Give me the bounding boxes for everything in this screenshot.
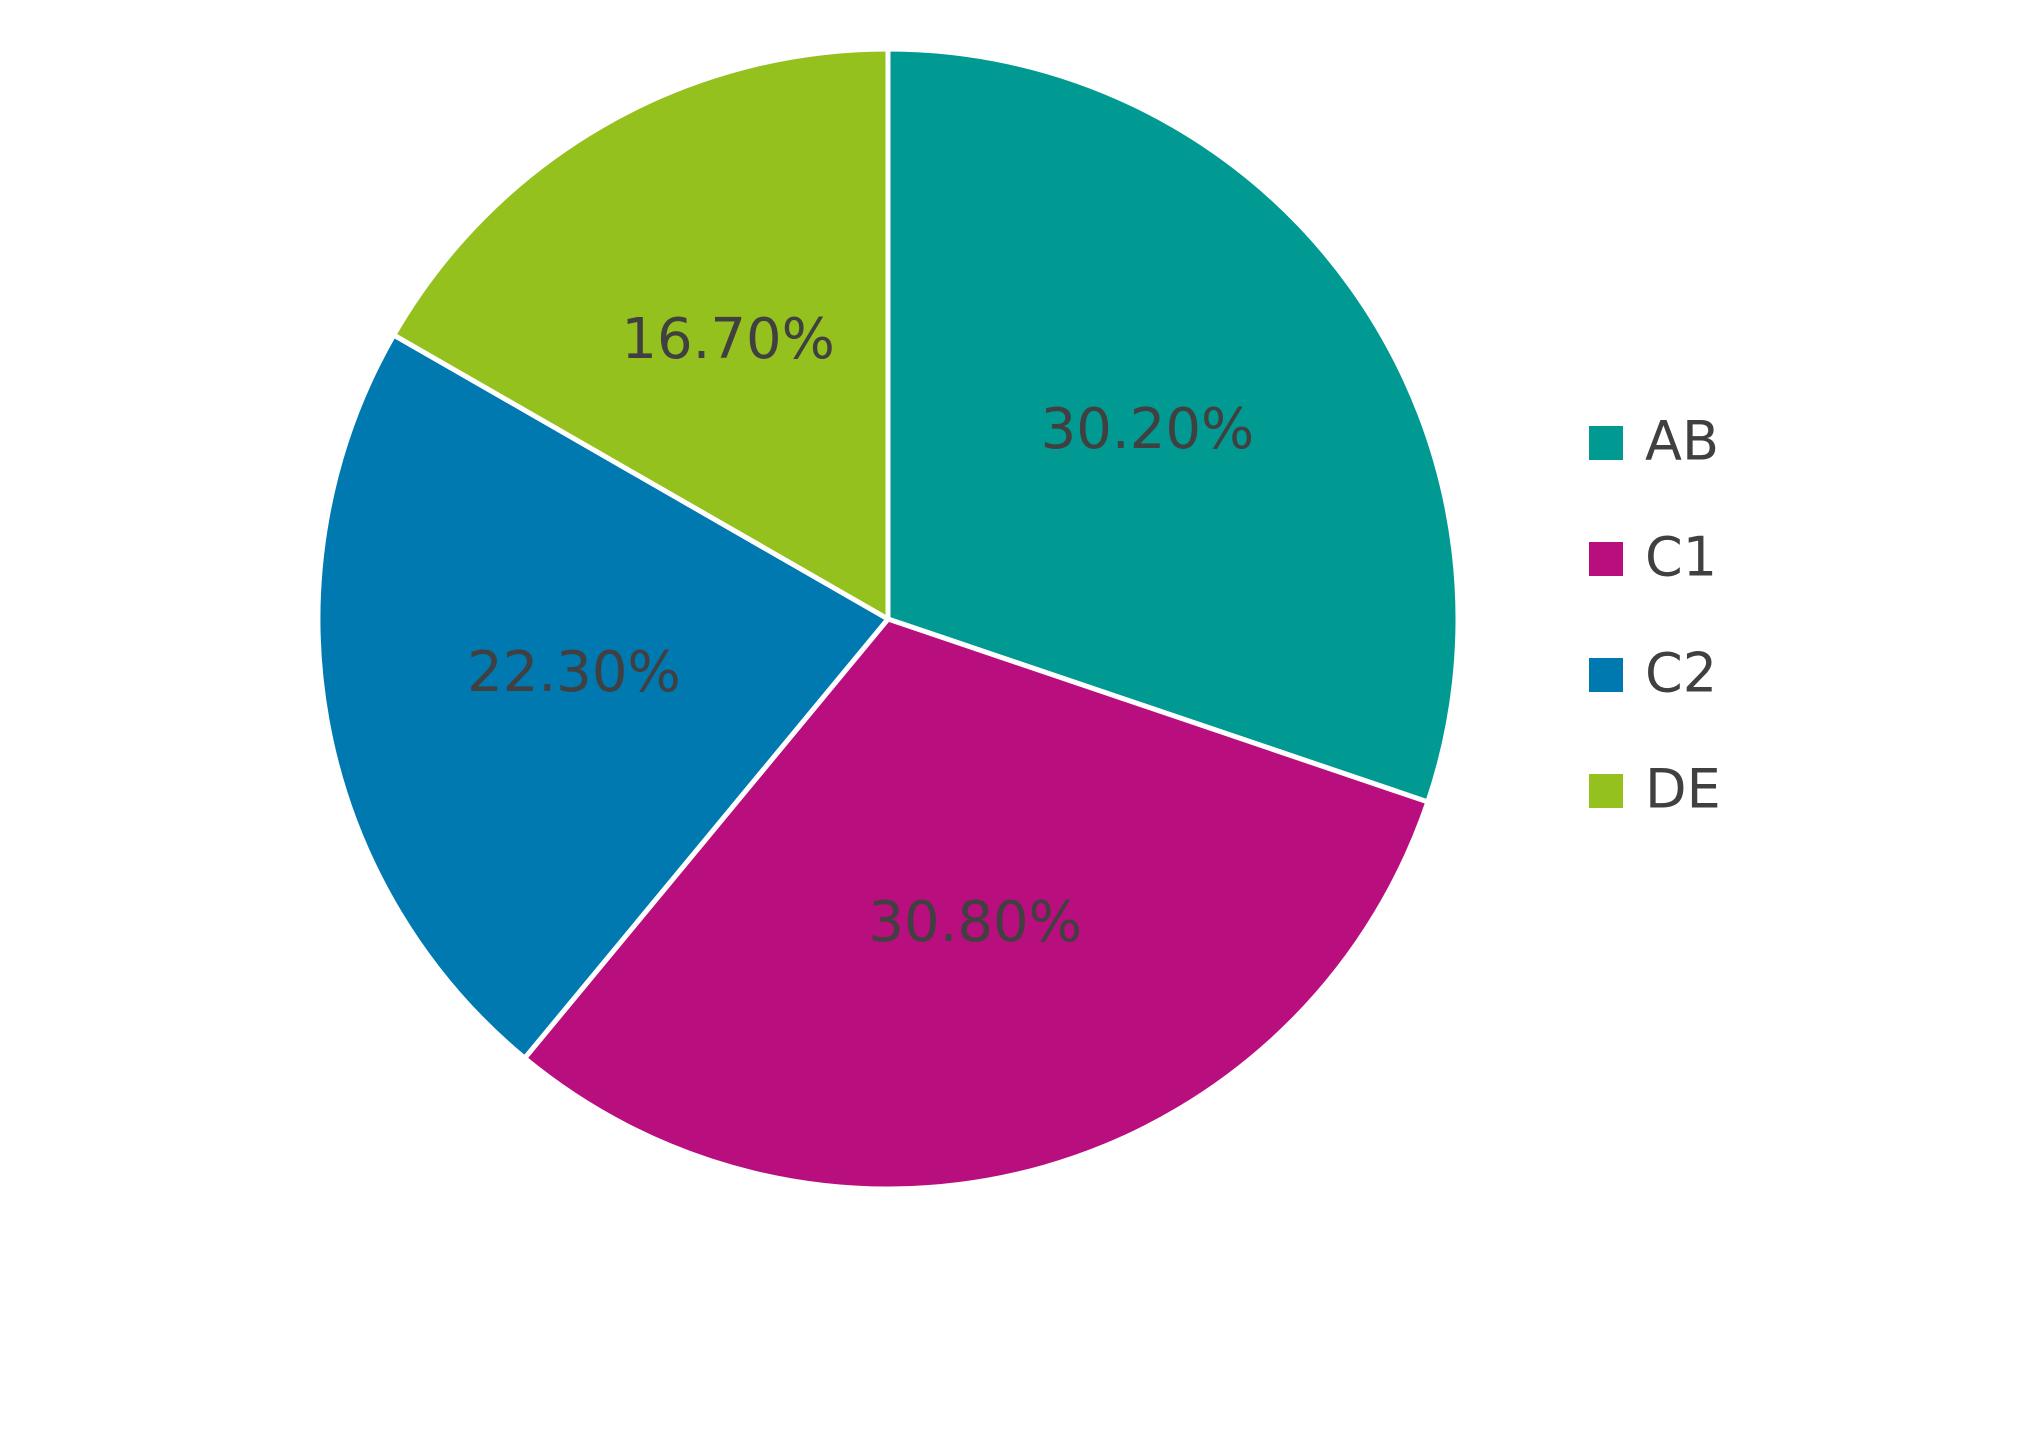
legend-swatch (1589, 658, 1623, 692)
legend-label: C1 (1645, 526, 1717, 589)
data-label: 22.30% (467, 640, 681, 705)
legend-label: AB (1645, 410, 1719, 473)
pie-slice (885, 46, 1461, 805)
legend-swatch (1589, 426, 1623, 460)
data-label: 16.70% (621, 307, 835, 372)
data-label: 30.80% (868, 890, 1082, 955)
pie-slice (391, 46, 891, 622)
legend-swatch (1589, 774, 1623, 808)
pie-slice (315, 332, 891, 1061)
pie-slice (522, 616, 1431, 1192)
legend-label: DE (1645, 758, 1721, 821)
legend-swatch (1589, 542, 1623, 576)
data-label: 30.20% (1041, 397, 1255, 462)
legend-label: C2 (1645, 642, 1717, 705)
